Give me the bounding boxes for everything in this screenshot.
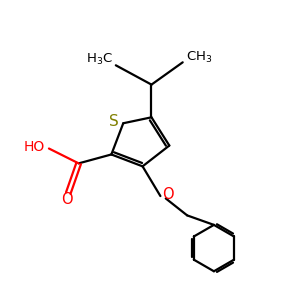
Text: H$_3$C: H$_3$C	[86, 52, 113, 68]
Text: S: S	[110, 114, 119, 129]
Text: O: O	[61, 192, 73, 207]
Text: HO: HO	[23, 140, 44, 154]
Text: CH$_3$: CH$_3$	[186, 50, 212, 64]
Text: O: O	[162, 187, 174, 202]
